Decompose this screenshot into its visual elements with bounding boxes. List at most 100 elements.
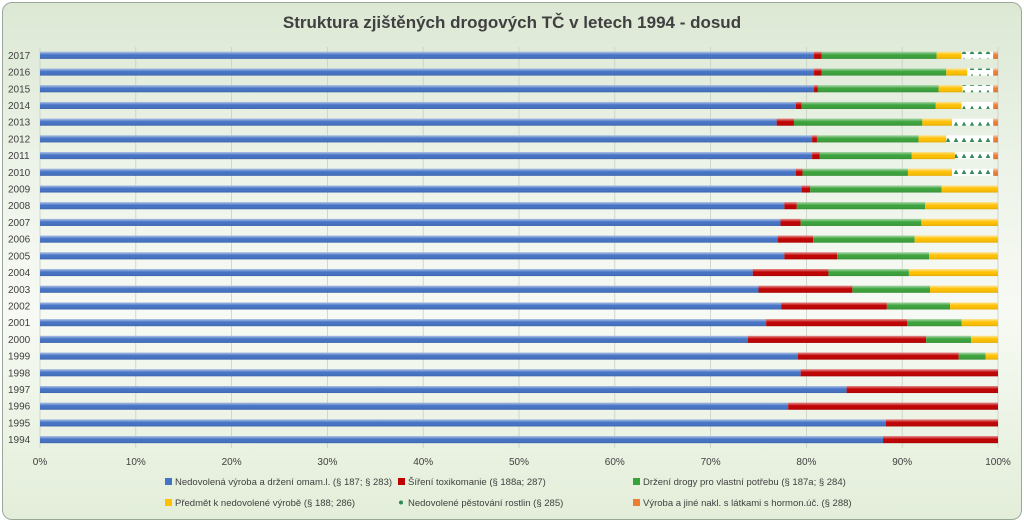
x-tick-label: 40% xyxy=(413,457,433,468)
bar-segment-shade xyxy=(925,202,998,210)
bar-segment-shade xyxy=(40,352,798,360)
y-tick-label: 2005 xyxy=(8,251,31,262)
bar-segment-shade xyxy=(922,118,953,126)
bar-segment-shade xyxy=(929,285,998,293)
x-tick-label: 50% xyxy=(509,457,529,468)
x-tick-label: 90% xyxy=(892,457,912,468)
bar-segment-shade xyxy=(40,319,767,327)
bar-segment-shade xyxy=(812,135,817,143)
bar-segment-shade xyxy=(814,85,818,93)
legend-marker xyxy=(633,478,640,485)
bar-segment-shade xyxy=(852,285,930,293)
bar-segment xyxy=(962,85,994,93)
bar-segment-shade xyxy=(40,386,847,394)
bar-segment-shade xyxy=(993,101,998,109)
bar-segment-shade xyxy=(784,252,838,260)
x-tick-label: 20% xyxy=(222,457,242,468)
bar-segment-shade xyxy=(40,402,789,410)
bar-segment-shade xyxy=(802,168,908,176)
legend-marker xyxy=(633,499,640,506)
bar-segment-shade xyxy=(816,135,919,143)
bar-segment-shade xyxy=(801,101,936,109)
bar-segment-shade xyxy=(40,185,802,193)
bar-segment-shade xyxy=(797,352,959,360)
y-tick-label: 1996 xyxy=(8,402,31,413)
bar-segment-shade xyxy=(40,235,778,243)
legend-label: Nedovolené pěstování rostlin (§ 285) xyxy=(408,498,563,509)
bar-segment-shade xyxy=(828,269,909,277)
y-tick-label: 2017 xyxy=(8,51,31,62)
legend-label: Výroba a jiné nakl. s látkami s hormon.ú… xyxy=(643,498,852,509)
bar-segment-shade xyxy=(40,269,753,277)
bar-segment-shade xyxy=(846,386,998,394)
y-tick-label: 2000 xyxy=(8,335,31,346)
bar-segment-shade xyxy=(935,101,962,109)
bar-segment-shade xyxy=(752,269,829,277)
x-tick-label: 30% xyxy=(317,457,337,468)
bar-segment-shade xyxy=(800,369,998,377)
bar-segment-shade xyxy=(795,101,802,109)
bar-segment-shade xyxy=(971,335,998,343)
bar-segment-shade xyxy=(40,202,785,210)
x-tick-label: 70% xyxy=(701,457,721,468)
x-tick-label: 100% xyxy=(985,457,1011,468)
bar-segment-shade xyxy=(908,269,998,277)
bar-segment-shade xyxy=(936,51,962,59)
bar-segment-shade xyxy=(40,118,777,126)
bar-segment-shade xyxy=(788,402,998,410)
bar-segment-shade xyxy=(813,235,915,243)
bar-segment-shade xyxy=(40,419,886,427)
bar-segment-shade xyxy=(961,319,998,327)
bar-segment xyxy=(946,135,994,143)
bar-segment-shade xyxy=(993,118,998,126)
bar-segment-shade xyxy=(40,152,813,160)
bar-segment-shade xyxy=(747,335,927,343)
bar-segment-shade xyxy=(914,235,998,243)
bar-segment-shade xyxy=(781,302,887,310)
bar-segment-shade xyxy=(796,202,926,210)
y-tick-label: 2006 xyxy=(8,235,31,246)
bar-segment-shade xyxy=(777,235,814,243)
bar-segment-shade xyxy=(40,135,813,143)
bar-segment-shade xyxy=(993,51,998,59)
bar-segment-shade xyxy=(40,101,796,109)
y-tick-label: 2001 xyxy=(8,318,31,329)
bar-segment-shade xyxy=(40,436,884,444)
y-tick-label: 2007 xyxy=(8,218,31,229)
bar-segment-shade xyxy=(40,252,785,260)
bar-segment-shade xyxy=(993,85,998,93)
legend-marker xyxy=(165,499,172,506)
bar-segment-shade xyxy=(814,68,822,76)
bar-segment xyxy=(967,68,994,76)
y-tick-label: 2015 xyxy=(8,84,31,95)
bar-segment-shade xyxy=(993,168,998,176)
bar-segment-shade xyxy=(40,68,815,76)
bar-segment-shade xyxy=(801,185,811,193)
x-tick-label: 60% xyxy=(605,457,625,468)
bar-segment-shade xyxy=(886,302,951,310)
bar-segment-shade xyxy=(814,51,822,59)
bar-segment-shade xyxy=(958,352,986,360)
bar-segment-shade xyxy=(766,319,907,327)
x-tick-label: 10% xyxy=(126,457,146,468)
bar-segment-shade xyxy=(800,218,922,226)
x-tick-label: 80% xyxy=(796,457,816,468)
bar-segment-shade xyxy=(883,436,998,444)
bar-segment-shade xyxy=(40,302,782,310)
bar-segment-shade xyxy=(784,202,797,210)
y-tick-label: 1999 xyxy=(8,352,31,363)
bar-segment-shade xyxy=(40,85,815,93)
bar-segment-shade xyxy=(946,68,968,76)
legend-label: Držení drogy pro vlastní potřebu (§ 187a… xyxy=(643,477,846,488)
y-tick-label: 2009 xyxy=(8,185,31,196)
bar-segment-shade xyxy=(40,218,781,226)
bar-segment-shade xyxy=(40,335,748,343)
y-tick-label: 2008 xyxy=(8,201,31,212)
bar-segment-shade xyxy=(40,285,759,293)
bar-segment xyxy=(952,118,994,126)
bar-segment xyxy=(954,152,994,160)
bar-segment-shade xyxy=(938,85,963,93)
legend-marker xyxy=(399,500,403,505)
bar-segment-shade xyxy=(40,51,815,59)
